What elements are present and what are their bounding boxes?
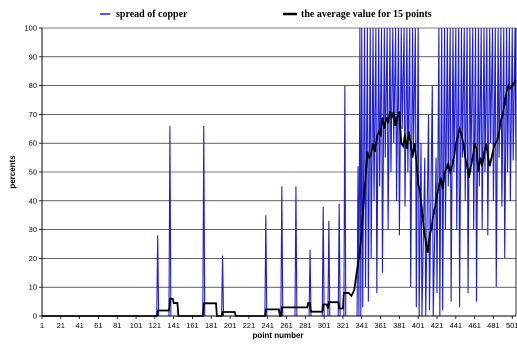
x-tick-label: 321 bbox=[337, 321, 350, 330]
x-tick-label: 41 bbox=[75, 321, 83, 330]
axes bbox=[41, 28, 517, 317]
x-tick-label: 381 bbox=[393, 321, 406, 330]
x-tick-label: 261 bbox=[280, 321, 293, 330]
y-tick-label: 20 bbox=[29, 254, 37, 263]
x-tick-labels: 1 21 41 61 81 101 121 141 161 181 201 221 241 261 281 3… bbox=[40, 321, 517, 330]
y-tick-labels: 0 10 20 30 40 50 60 70 80 90 100 bbox=[24, 24, 37, 321]
x-tick-label: 301 bbox=[318, 321, 331, 330]
y-tick-label: 10 bbox=[29, 283, 37, 292]
y-tick-label: 70 bbox=[29, 110, 37, 119]
x-tick-label: 141 bbox=[167, 321, 180, 330]
legend: spread of copper the average value for 1… bbox=[100, 9, 432, 20]
legend-label-average-value: the average value for 15 points bbox=[301, 9, 432, 20]
y-tick-label: 0 bbox=[33, 312, 37, 321]
x-tick-label: 241 bbox=[261, 321, 274, 330]
x-tick-label: 341 bbox=[356, 321, 369, 330]
x-tick-label: 101 bbox=[130, 321, 143, 330]
x-tick-label: 61 bbox=[94, 321, 102, 330]
legend-label-spread-of-copper: spread of copper bbox=[116, 9, 188, 20]
x-tick-label: 441 bbox=[450, 321, 463, 330]
x-tick-label: 461 bbox=[468, 321, 481, 330]
x-tick-label: 421 bbox=[431, 321, 444, 330]
x-tick-label: 481 bbox=[487, 321, 500, 330]
y-tick-label: 60 bbox=[29, 139, 37, 148]
x-tick-label: 361 bbox=[374, 321, 387, 330]
x-tick-label: 81 bbox=[113, 321, 121, 330]
x-tick-label: 1 bbox=[40, 321, 44, 330]
y-tick-label: 80 bbox=[29, 81, 37, 90]
y-tick-label: 50 bbox=[29, 168, 37, 177]
gridlines bbox=[39, 27, 516, 319]
x-tick-label: 21 bbox=[57, 321, 65, 330]
y-axis-title: percents bbox=[8, 155, 17, 189]
y-tick-label: 30 bbox=[29, 225, 37, 234]
y-tick-label: 100 bbox=[24, 24, 37, 33]
y-tick-label: 40 bbox=[29, 196, 37, 205]
x-tick-label: 401 bbox=[412, 321, 425, 330]
x-tick-label: 121 bbox=[149, 321, 162, 330]
y-tick-label: 90 bbox=[29, 52, 37, 61]
x-tick-label: 221 bbox=[243, 321, 256, 330]
x-tick-label: 501 bbox=[506, 321, 517, 330]
x-tick-label: 181 bbox=[205, 321, 218, 330]
x-axis-title: point number bbox=[252, 331, 303, 340]
x-tick-label: 161 bbox=[186, 321, 199, 330]
x-tick-label: 201 bbox=[224, 321, 237, 330]
x-tick-label: 281 bbox=[299, 321, 312, 330]
